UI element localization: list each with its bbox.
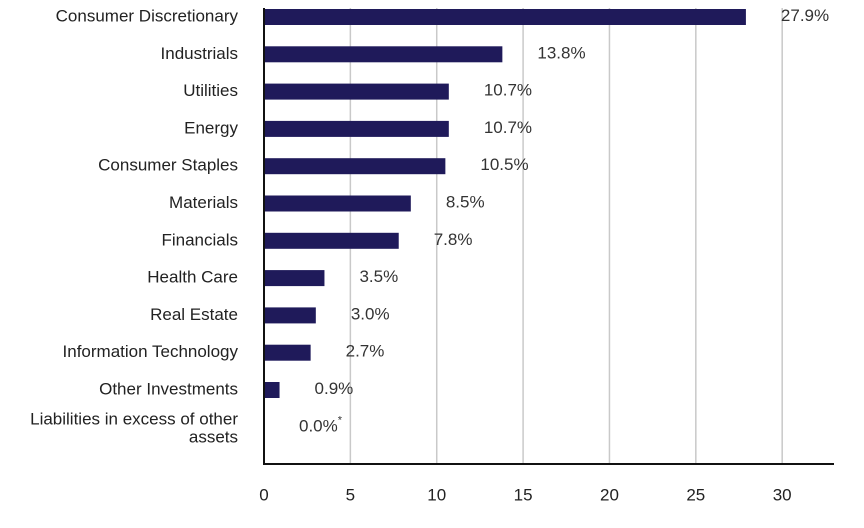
category-label-9: Information Technology [63,342,239,361]
value-label-text-0: 27.9% [781,6,829,25]
labels: Consumer Discretionary 27.9% Industrials 13… [30,6,829,504]
value-label-7: 3.5% [359,268,398,287]
axes [263,8,834,465]
category-label-1: Industrials [161,44,238,63]
value-label-text-5: 8.5% [446,193,485,212]
value-label-text-2: 10.7% [484,81,532,100]
category-label-2: Utilities [183,81,238,100]
x-tick-label-30: 30 [773,485,792,504]
bar-5 [264,195,411,212]
value-label-text-7: 3.5% [359,268,398,287]
bar-3 [264,120,449,137]
bar-4 [264,158,446,175]
value-label-8: 3.0% [351,305,390,324]
value-label-text-6: 7.8% [434,230,473,249]
bar-7 [264,270,325,287]
x-tick-label-15: 15 [514,485,533,504]
category-label-4: Consumer Staples [98,156,238,175]
value-label-text-11: 0.0% [299,417,338,436]
value-label-text-8: 3.0% [351,305,390,324]
x-tick-label-5: 5 [346,485,355,504]
value-label-10: 0.9% [315,379,354,398]
value-label-footnote-11: * [338,414,343,426]
category-label-0: Consumer Discretionary [56,6,239,25]
gridlines [349,8,783,464]
category-label-line-11-0: Liabilities in excess of other [30,409,238,428]
value-label-9: 2.7% [346,342,385,361]
bar-8 [264,307,316,324]
bars [264,9,746,398]
x-tick-label-20: 20 [600,485,619,504]
value-label-text-4: 10.5% [480,156,528,175]
value-label-1: 13.8% [537,44,585,63]
value-label-text-1: 13.8% [537,44,585,63]
bar-10 [264,382,280,398]
value-label-6: 7.8% [434,230,473,249]
value-label-2: 10.7% [484,81,532,100]
value-label-text-9: 2.7% [346,342,385,361]
x-tick-label-10: 10 [427,485,446,504]
category-label-line-11-1: assets [189,427,238,446]
value-label-5: 8.5% [446,193,485,212]
bar-6 [264,232,399,249]
category-label-10: Other Investments [99,379,238,398]
category-label-8: Real Estate [150,305,238,324]
category-label-11: Liabilities in excess of other assets [30,409,238,446]
value-label-text-3: 10.7% [484,118,532,137]
value-label-11: 0.0%* [299,414,343,436]
x-tick-label-25: 25 [686,485,705,504]
bar-0 [264,9,746,25]
bar-9 [264,344,311,361]
value-label-0: 27.9% [781,6,829,25]
category-label-7: Health Care [147,268,238,287]
value-label-text-10: 0.9% [315,379,354,398]
bar-1 [264,46,503,63]
value-label-4: 10.5% [480,156,528,175]
category-label-6: Financials [161,230,238,249]
category-label-5: Materials [169,193,238,212]
bar-2 [264,83,449,100]
category-label-3: Energy [184,118,238,137]
x-tick-label-0: 0 [259,485,268,504]
value-label-3: 10.7% [484,118,532,137]
